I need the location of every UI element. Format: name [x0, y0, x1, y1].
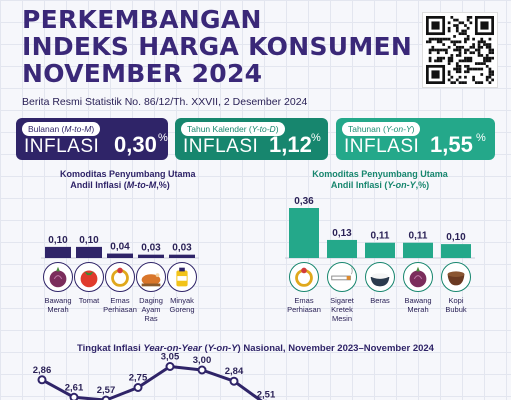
card-value: 1,55 [430, 132, 473, 157]
bar-value-label: 0,13 [332, 228, 352, 239]
line-point [197, 365, 207, 375]
category-label: Kopi Bubuk [445, 296, 467, 314]
bar-4 [138, 254, 164, 258]
line-point [101, 395, 111, 400]
right-bar-chart: 0,36 0,13 0,11 0,11 0,10 [285, 196, 475, 259]
card-pill: Tahunan (Y-on-Y) [342, 122, 421, 136]
gold-jewelry-icon [289, 262, 319, 292]
line-point [229, 376, 239, 386]
yoy-series-line [41, 365, 263, 400]
card-value: 0,30 [114, 132, 157, 157]
bar-value-label: 0,03 [172, 243, 192, 254]
category-label: Bawang Merah [44, 296, 72, 314]
bar-value-label: 0,36 [294, 196, 314, 207]
bar-2 [327, 239, 357, 258]
title-line-1: PERKEMBANGAN [22, 5, 262, 34]
bar-3 [107, 253, 133, 258]
qr-code-graphic [426, 16, 494, 84]
category-label: Emas Perhiasan [103, 296, 137, 314]
card-ytd-inflation: Tahun Kalender (Y-to-D) INFLASI 1,12 % [175, 118, 328, 160]
left-chart-title: Komoditas Penyumbang Utama Andil Inflasi… [60, 169, 196, 190]
bar-value-label: 0,11 [371, 231, 390, 242]
line-point [37, 375, 47, 385]
bar-1 [45, 246, 71, 258]
category-label: Bawang Merah [404, 296, 432, 314]
card-pill: Tahun Kalender (Y-to-D) [181, 122, 285, 136]
bar-1 [289, 208, 319, 258]
card-label: INFLASI [344, 136, 420, 157]
card-label: INFLASI [24, 136, 100, 157]
line-chart-title: Tingkat Inflasi Year-on-Year (Y-on-Y) Na… [77, 343, 434, 354]
card-unit: % [311, 132, 321, 144]
bar-value-label: 0,04 [110, 242, 130, 253]
line-value-label: 2,86 [33, 365, 52, 376]
category-label: Sigaret Kretek Mesin [330, 296, 354, 323]
tomato-icon [74, 262, 104, 292]
card-unit: % [158, 132, 168, 144]
left-bar-chart: 0,10 0,10 0,04 0,03 0,03 [41, 235, 199, 259]
bar-value-label: 0,10 [446, 232, 466, 243]
qr-code-icon[interactable] [422, 12, 498, 88]
right-chart-title: Komoditas Penyumbang Utama Andil Inflasi… [312, 169, 448, 190]
bar-value-label: 0,03 [141, 243, 161, 254]
bar-value-label: 0,10 [48, 235, 68, 246]
line-value-label: 3,00 [193, 355, 212, 366]
card-unit: % [476, 132, 486, 144]
line-value-label: 2,75 [129, 373, 148, 384]
cigarette-icon [327, 262, 357, 292]
bar-value-label: 0,10 [79, 235, 99, 246]
card-monthly-inflation: Bulanan (M-to-M) INFLASI 0,30 % [16, 118, 168, 160]
category-label: Minyak Goreng [169, 296, 195, 314]
title-line-2: INDEKS HARGA KONSUMEN [22, 32, 413, 61]
cooking-oil-icon [167, 262, 197, 292]
rice-bowl-icon [365, 262, 395, 292]
card-value: 1,12 [269, 132, 312, 157]
line-point [69, 392, 79, 400]
bar-3 [365, 242, 395, 258]
category-label: Emas Perhiasan [287, 296, 321, 314]
card-pill: Bulanan (M-to-M) [22, 122, 101, 136]
line-value-label: 2,57 [97, 385, 116, 396]
card-yoy-inflation: Tahunan (Y-on-Y) INFLASI 1,55 % [336, 118, 495, 160]
bar-5 [441, 244, 471, 258]
line-value-label: 2,84 [225, 366, 244, 377]
gold-jewelry-icon [105, 262, 135, 292]
bar-2 [76, 246, 102, 258]
page-title: PERKEMBANGAN INDEKS HARGA KONSUMEN NOVEM… [22, 6, 412, 87]
line-point [165, 362, 175, 371]
card-label: INFLASI [183, 136, 259, 157]
line-value-label: 2,51 [257, 389, 276, 400]
category-label: Daging Ayam Ras [139, 296, 163, 323]
coffee-icon [441, 262, 471, 292]
bar-value-label: 0,11 [409, 231, 428, 242]
bar-4 [403, 242, 433, 258]
yoy-line-chart: 2,862,61 2,572,753,05 3,002,842,51 [33, 352, 276, 400]
line-value-label: 2,61 [65, 382, 84, 393]
category-label: Beras [370, 296, 390, 305]
onion-icon [403, 262, 433, 292]
category-label: Tomat [78, 296, 100, 305]
subtitle: Berita Resmi Statistik No. 86/12/Th. XXV… [22, 96, 308, 108]
line-point [133, 383, 143, 392]
onion-icon [43, 262, 73, 292]
bar-5 [169, 254, 195, 258]
chicken-icon [136, 262, 166, 292]
title-line-3: NOVEMBER 2024 [22, 59, 263, 88]
